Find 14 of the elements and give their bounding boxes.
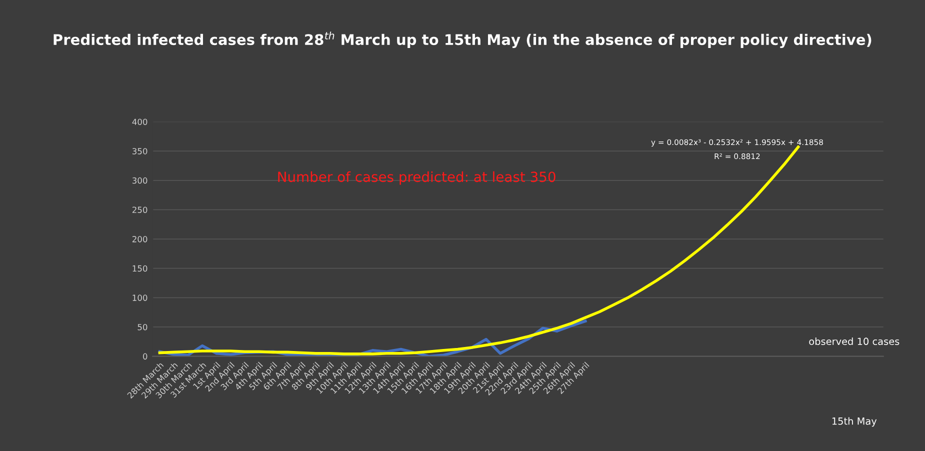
y-tick-label: 150 — [132, 265, 148, 272]
y-tick-label: 250 — [132, 206, 148, 213]
chart-title: Predicted infected cases from 28$^{th}$ March up to 15th May (in the absence of proper policy directive) — [54, 32, 872, 48]
y-tick-label: 100 — [132, 294, 148, 301]
y-tick-label: 50 — [138, 324, 148, 330]
text: 15th May — [832, 417, 877, 427]
y-tick-label: 200 — [132, 236, 148, 242]
text: observed 10 cases — [809, 338, 900, 346]
y-tick-label: 300 — [132, 177, 148, 184]
annotation: Number of cases predicted: at least 350 — [278, 171, 556, 185]
line-series — [158, 146, 800, 356]
y-tick-label: 0 — [143, 353, 148, 360]
y-tick-label: 400 — [132, 118, 148, 126]
y-tick-label: 350 — [132, 148, 148, 154]
